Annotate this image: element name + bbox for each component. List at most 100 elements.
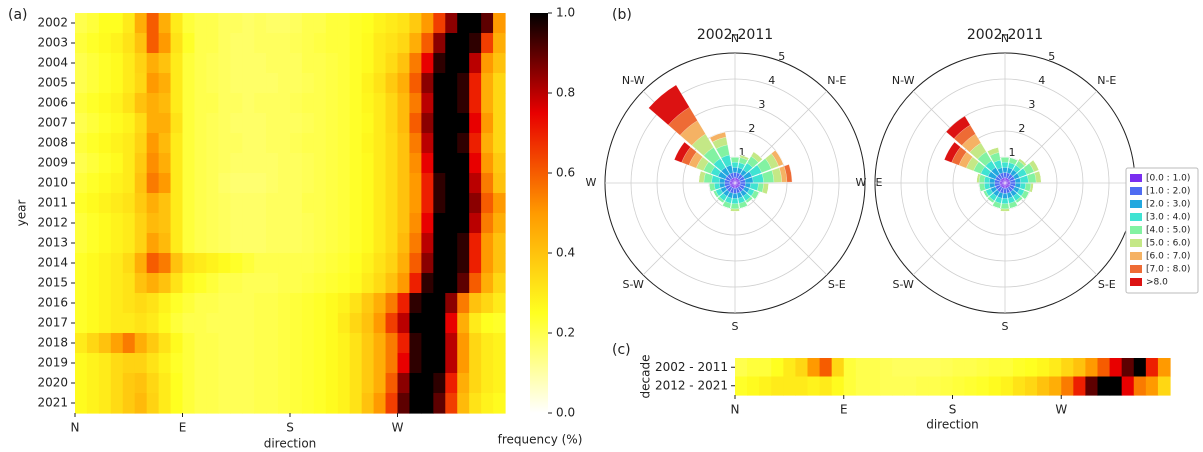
rose-segment xyxy=(712,191,717,198)
heatmap-cell xyxy=(385,93,399,114)
colorbar-tick-label: 0.0 xyxy=(556,406,575,420)
heatmap-cell xyxy=(445,233,458,254)
heatmap-cell xyxy=(493,253,506,274)
heatmap-cell xyxy=(421,113,434,134)
heatmap-cell xyxy=(1133,358,1147,378)
heatmap-cell xyxy=(75,253,88,274)
heatmap-cell xyxy=(182,193,196,214)
heatmap-cell xyxy=(373,153,387,174)
heatmap-cell xyxy=(194,273,207,294)
heatmap-cell xyxy=(433,253,446,274)
heatmap-cell xyxy=(457,73,470,94)
heatmap-cell xyxy=(182,153,196,174)
heatmap-cell xyxy=(110,53,124,74)
heatmap-cell xyxy=(206,93,219,114)
theta-label: S-W xyxy=(892,278,914,291)
heatmap-cell xyxy=(373,313,387,334)
legend-label: [5.0 : 6.0) xyxy=(1146,239,1190,249)
rose-segment xyxy=(722,205,731,209)
heatmap-cell xyxy=(421,393,434,414)
heatmap-cell xyxy=(278,173,291,194)
heatmap-cell xyxy=(1133,376,1147,396)
heatmap-cell xyxy=(469,173,482,194)
rose-segment xyxy=(987,198,994,204)
heatmap-cell xyxy=(409,113,422,134)
heatmap-cell xyxy=(349,93,363,114)
y-tick-label: 2020 xyxy=(37,376,68,390)
heatmap-cell xyxy=(337,193,351,214)
heatmap-cell xyxy=(266,173,279,194)
heatmap-cell xyxy=(218,233,231,254)
heatmap-cell xyxy=(301,33,315,54)
heatmap-cell xyxy=(206,293,219,314)
r-tick-label: 3 xyxy=(1028,98,1035,111)
heatmap-cell xyxy=(493,233,506,254)
heatmap-cell xyxy=(182,13,196,34)
heatmap-cell xyxy=(290,353,303,374)
heatmap-cell xyxy=(373,253,387,274)
heatmap-cell xyxy=(254,273,267,294)
heatmap-cell xyxy=(469,393,482,414)
heatmap-cell xyxy=(301,133,315,154)
heatmap-cell xyxy=(421,293,434,314)
heatmap-cell xyxy=(433,353,446,374)
heatmap-cell xyxy=(182,233,196,254)
heatmap-cell xyxy=(349,313,363,334)
heatmap-cell xyxy=(469,93,482,114)
heatmap-cell xyxy=(457,193,470,214)
heatmap-cell xyxy=(170,353,184,374)
y-tick-label: 2018 xyxy=(37,336,68,350)
heatmap-cell xyxy=(110,273,124,294)
heatmap-cell xyxy=(735,358,748,378)
heatmap-cell xyxy=(206,73,219,94)
heatmap-cell xyxy=(457,233,470,254)
heatmap-cell xyxy=(301,53,315,74)
heatmap-cell xyxy=(242,253,255,274)
heatmap-cell xyxy=(457,213,470,234)
heatmap-cell xyxy=(397,293,411,314)
heatmap-cell xyxy=(1000,376,1014,396)
heatmap-cell xyxy=(867,376,881,396)
legend-label: [3.0 : 4.0) xyxy=(1146,213,1190,223)
heatmap-cell xyxy=(313,253,327,274)
heatmap-cell xyxy=(146,233,160,254)
heatmap-cell xyxy=(182,93,196,114)
heatmap-cell xyxy=(337,353,351,374)
heatmap-cell xyxy=(325,33,339,54)
heatmap-cell xyxy=(325,213,339,234)
rose-segment xyxy=(1033,159,1040,171)
heatmap-cell xyxy=(313,53,327,74)
heatmap-cell xyxy=(158,173,172,194)
heatmap-cell xyxy=(469,73,482,94)
heatmap-cell xyxy=(110,93,124,114)
heatmap-cell xyxy=(421,233,434,254)
colorbar-tick-label: 1.0 xyxy=(556,6,575,20)
heatmap-cell xyxy=(254,73,267,94)
heatmap-cell xyxy=(325,13,339,34)
y-tick-label: 2019 xyxy=(37,356,68,370)
heatmap-cell xyxy=(206,233,219,254)
theta-label: S-W xyxy=(622,278,644,291)
heatmap-cell xyxy=(86,293,100,314)
heatmap-cell xyxy=(373,13,387,34)
rose-segment xyxy=(1000,208,1010,212)
heatmap-cell xyxy=(146,253,160,274)
heatmap-cell xyxy=(254,13,267,34)
r-tick-label: 3 xyxy=(758,98,765,111)
heatmap-cell xyxy=(433,73,446,94)
heatmap-cell xyxy=(807,376,821,396)
heatmap-cell xyxy=(134,13,148,34)
heatmap-cell xyxy=(385,393,399,414)
heatmap-cell xyxy=(469,13,482,34)
heatmap-cell xyxy=(313,353,327,374)
heatmap-cell xyxy=(409,253,422,274)
heatmap-cell xyxy=(170,193,184,214)
heatmap-cell xyxy=(290,213,303,234)
heatmap-cell xyxy=(86,173,100,194)
heatmap-cell xyxy=(373,93,387,114)
heatmap-cell xyxy=(301,233,315,254)
heatmap-cell xyxy=(158,193,172,214)
heatmap-cell xyxy=(481,73,494,94)
heatmap-cell xyxy=(242,173,255,194)
heatmap-cell xyxy=(771,358,784,378)
